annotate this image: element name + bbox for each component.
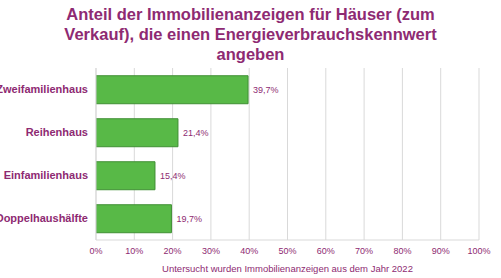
svg-text:Zweifamilienhaus: Zweifamilienhaus [8, 83, 88, 95]
svg-text:40%: 40% [240, 246, 258, 256]
svg-text:15,4%: 15,4% [160, 171, 186, 181]
svg-text:30%: 30% [202, 246, 220, 256]
svg-text:90%: 90% [432, 246, 450, 256]
svg-text:19,7%: 19,7% [176, 214, 202, 224]
svg-text:10%: 10% [125, 246, 143, 256]
svg-text:21,4%: 21,4% [183, 128, 209, 138]
svg-text:Reihenhaus: Reihenhaus [26, 126, 88, 138]
svg-text:100%: 100% [467, 246, 490, 256]
svg-text:50%: 50% [278, 246, 296, 256]
svg-text:60%: 60% [317, 246, 335, 256]
svg-text:80%: 80% [393, 246, 411, 256]
html-text:Anteil der Immobilienanzeigen: Anteil der Immobilienanzeigen für Häuser… [64, 5, 437, 63]
svg-text:Untersucht wurden Immobilienan: Untersucht wurden Immobilienanzeigen aus… [162, 263, 413, 274]
svg-text:Einfamilienhaus: Einfamilienhaus [8, 169, 88, 181]
svg-text:70%: 70% [355, 246, 373, 256]
svg-text:20%: 20% [164, 246, 182, 256]
svg-text:39,7%: 39,7% [253, 85, 279, 95]
svg-text:Doppelhaushälfte: Doppelhaushälfte [8, 212, 88, 224]
svg-text:0%: 0% [89, 246, 102, 256]
